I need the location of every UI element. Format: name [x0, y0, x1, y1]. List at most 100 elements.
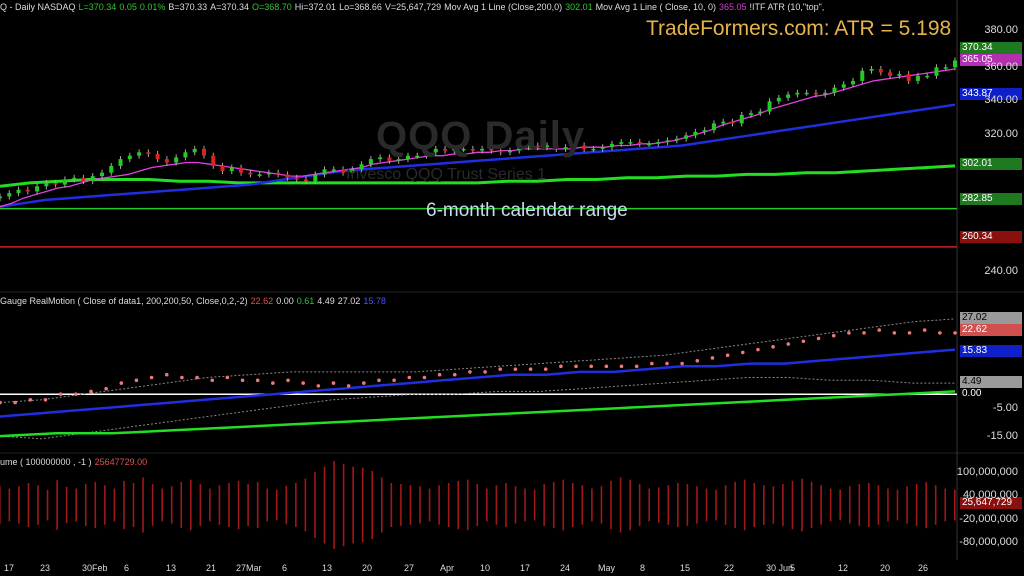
candle-body — [860, 70, 865, 81]
candle-body — [767, 101, 772, 112]
candle-body — [647, 143, 652, 146]
gauge-dot — [543, 367, 548, 371]
candle-body — [600, 147, 605, 149]
x-tick-label: 10 — [480, 563, 491, 573]
x-tick-label: May — [598, 563, 616, 573]
candle-body — [99, 172, 104, 177]
atr-title: TradeFormers.com: ATR = 5.198 — [646, 17, 952, 40]
candle-body — [878, 69, 883, 73]
volume-bar — [237, 480, 240, 530]
candle-body — [619, 142, 624, 144]
x-tick-label: 17 — [4, 563, 15, 573]
candle-body — [813, 92, 818, 95]
volume-bar — [629, 479, 631, 531]
volume-bar — [763, 485, 765, 525]
x-tick-label: 13 — [166, 563, 177, 573]
header-field: O=368.70 — [251, 2, 292, 12]
candle-body — [192, 148, 197, 153]
volume-bar — [285, 485, 288, 525]
header-field: V=25,647,729 — [384, 2, 442, 12]
header-field: 25647729.00 — [94, 457, 148, 467]
candle-body — [313, 174, 318, 182]
x-tick-label: 21 — [206, 563, 217, 573]
ma200-line — [0, 164, 956, 188]
candle-body — [804, 92, 809, 95]
value-tag: 260.34 — [960, 231, 1022, 243]
volume-bar — [419, 486, 421, 524]
volume-bar — [275, 489, 278, 521]
value-tag: 343.87 — [960, 88, 1022, 100]
x-tick-label: 17 — [520, 563, 531, 573]
candle-body — [851, 80, 856, 85]
candle-body — [702, 130, 707, 132]
volume-bar — [123, 480, 125, 530]
volume-bar — [142, 477, 144, 533]
candle-body — [721, 121, 726, 124]
volume-bar — [724, 485, 727, 525]
header-field: 0.05 — [119, 2, 137, 12]
candle-body — [832, 87, 837, 93]
candle-body — [749, 113, 754, 115]
volume-bar — [619, 477, 622, 533]
volume-bar — [428, 488, 431, 522]
volume-bar — [906, 486, 908, 524]
volume-bar — [839, 489, 841, 521]
x-tick-label: 6 — [124, 563, 130, 573]
candle-body — [220, 165, 225, 171]
gauge-dot — [164, 372, 169, 377]
volume-bar — [295, 483, 297, 527]
gauge-upper-band — [0, 318, 956, 404]
volume-bar — [581, 485, 584, 525]
gauge-dot — [437, 372, 442, 377]
volume-bar — [400, 484, 402, 526]
header-field: Hi=372.01 — [294, 2, 337, 12]
gauge-dot — [119, 381, 124, 385]
gauge-dot — [422, 375, 427, 380]
gauge-dot — [710, 356, 715, 360]
header-field: L=370.34 — [78, 2, 117, 12]
gauge-dot — [650, 361, 654, 366]
volume-bar — [342, 463, 345, 547]
volume-bar — [934, 485, 937, 525]
candle-body — [257, 174, 262, 176]
volume-bar — [256, 481, 259, 529]
volume-bar — [915, 484, 918, 526]
gauge-blue-line — [0, 348, 956, 418]
x-tick-label: 15 — [680, 563, 691, 573]
candle-body — [693, 131, 698, 136]
candle-body — [758, 111, 763, 114]
gauge-dot — [771, 345, 775, 349]
gauge-dot — [58, 392, 63, 397]
volume-bar — [381, 477, 383, 533]
gauge-lower-band — [0, 377, 955, 440]
gauge-dot — [922, 328, 927, 332]
value-tag: 27.02 — [960, 312, 1022, 324]
candle-body — [396, 159, 401, 161]
candle-body — [294, 177, 299, 180]
x-tick-label: 22 — [724, 563, 735, 573]
volume-bar — [810, 481, 813, 529]
gauge-dot — [316, 384, 321, 388]
gauge-dot — [452, 372, 457, 377]
header-field: Q - Daily NASDAQ — [0, 2, 76, 12]
x-tick-label: 20 — [362, 563, 373, 573]
volume-header: ume ( 100000000 , -1 ) 25647729.00 — [0, 457, 150, 467]
volume-bar — [304, 478, 307, 532]
candle-body — [378, 157, 383, 160]
candle-body — [53, 182, 58, 185]
header-field: A=370.34 — [210, 2, 249, 12]
candle-body — [0, 196, 2, 199]
candle-body — [146, 152, 151, 154]
gauge-dot — [483, 370, 487, 374]
x-tick-label: 30 Jun — [766, 563, 794, 573]
candle-body — [535, 145, 540, 148]
candle-body — [424, 152, 429, 156]
gauge-dot — [786, 342, 791, 346]
volume-bar — [190, 479, 192, 531]
candle-body — [906, 74, 911, 81]
gauge-dot — [271, 381, 275, 385]
volume-bar — [18, 486, 20, 524]
value-tag: 22.62 — [960, 324, 1022, 336]
gauge-dot — [680, 361, 684, 366]
